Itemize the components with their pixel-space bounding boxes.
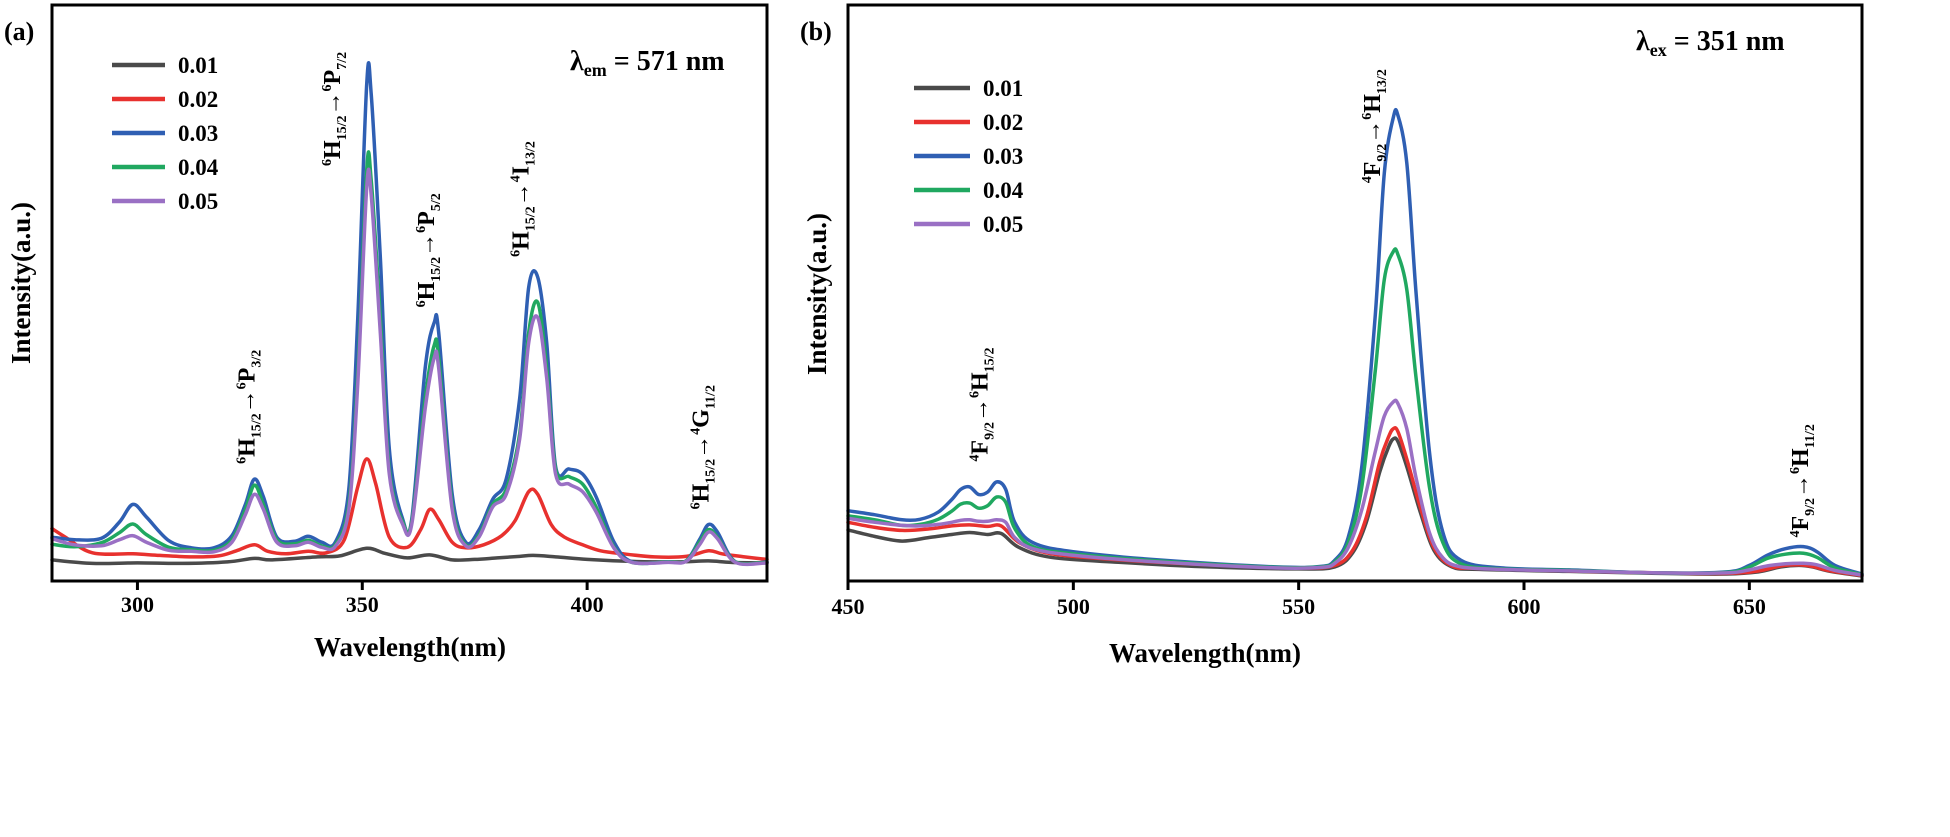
series-line-a-0.04 xyxy=(50,150,769,566)
y-axis-label-a: Intensity(a.u.) xyxy=(6,202,36,364)
legend-label-b-0.01: 0.01 xyxy=(983,76,1023,101)
legend-label-b-0.04: 0.04 xyxy=(983,178,1024,203)
legend-label-b-0.03: 0.03 xyxy=(983,144,1023,169)
transition-label-b-1: 4F9/2→6H13/2 xyxy=(1360,69,1390,183)
transition-label-b-0: 4F9/2→6H15/2 xyxy=(968,347,998,461)
x-tick-label-a-400: 400 xyxy=(571,592,604,617)
legend-a: 0.01 0.02 0.03 0.04 0.05 xyxy=(112,53,219,214)
annotations-a: 6H15/2→6P3/2 6H15/2→6P7/2 6H15/2→6P5/2 6H15… xyxy=(234,52,718,510)
annotations-b: 4F9/2→6H15/2 4F9/2→6H13/2 4F9/2→6H11/2 xyxy=(968,69,1818,537)
plot-frame-b xyxy=(846,3,1864,583)
lambda-symbol-b: λ xyxy=(1636,26,1650,57)
x-tick-label-b-450: 450 xyxy=(832,594,865,619)
x-axis-label-b: Wavelength(nm) xyxy=(1109,638,1301,668)
lambda-value-b: = 351 nm xyxy=(1667,26,1785,57)
legend-label-a-0.04: 0.04 xyxy=(178,155,219,180)
legend-label-b-0.05: 0.05 xyxy=(983,212,1023,237)
panel-a: (a) 300 350 400 Wavelength(nm) Intensity(a… xyxy=(4,3,769,662)
series-line-a-0.03 xyxy=(50,61,769,566)
legend-label-a-0.03: 0.03 xyxy=(178,121,218,146)
lambda-sub-a: em xyxy=(584,60,607,80)
legend-b: 0.01 0.02 0.03 0.04 0.05 xyxy=(914,76,1024,237)
transition-label-a-4: 6H15/2→4G11/2 xyxy=(689,385,719,509)
transition-label-a-1: 6H15/2→6P7/2 xyxy=(320,52,350,166)
legend-label-b-0.02: 0.02 xyxy=(983,110,1023,135)
legend-label-a-0.01: 0.01 xyxy=(178,53,218,78)
lambda-value-a: = 571 nm xyxy=(607,46,725,77)
transition-label-a-0: 6H15/2→6P3/2 xyxy=(234,350,264,464)
plot-frame-a xyxy=(50,3,769,583)
series-layer-b xyxy=(846,108,1864,578)
series-line-b-0.05 xyxy=(846,398,1864,577)
legend-label-a-0.05: 0.05 xyxy=(178,189,218,214)
x-tick-label-b-600: 600 xyxy=(1508,594,1541,619)
condition-label-a: λem = 571 nm xyxy=(570,46,725,80)
condition-label-b: λex = 351 nm xyxy=(1636,26,1785,60)
transition-label-a-2: 6H15/2→6P5/2 xyxy=(414,193,444,307)
panel-b: (b) 450 500 550 600 650 Wavelength(nm) Inten… xyxy=(800,3,1864,668)
x-tick-label-b-650: 650 xyxy=(1733,594,1766,619)
lambda-sub-b: ex xyxy=(1650,40,1667,60)
x-tick-label-b-500: 500 xyxy=(1057,594,1090,619)
series-line-a-0.02 xyxy=(50,457,769,562)
lambda-symbol-a: λ xyxy=(570,46,584,77)
x-axis-label-a: Wavelength(nm) xyxy=(314,632,506,662)
y-axis-label-b: Intensity(a.u.) xyxy=(802,213,832,375)
x-tick-label-a-300: 300 xyxy=(121,592,154,617)
x-axis-a: 300 350 400 xyxy=(121,581,604,617)
transition-label-a-3: 6H15/2→4I13/2 xyxy=(509,141,539,257)
x-axis-b: 450 500 550 600 650 xyxy=(832,581,1766,619)
transition-label-b-2: 4F9/2→6H11/2 xyxy=(1788,424,1818,537)
series-line-a-0.05 xyxy=(50,167,769,567)
panel-label-a: (a) xyxy=(4,17,34,46)
x-tick-label-b-550: 550 xyxy=(1282,594,1315,619)
legend-label-a-0.02: 0.02 xyxy=(178,87,218,112)
x-tick-label-a-350: 350 xyxy=(346,592,379,617)
panel-label-b: (b) xyxy=(800,17,832,46)
series-layer-a xyxy=(50,61,769,567)
